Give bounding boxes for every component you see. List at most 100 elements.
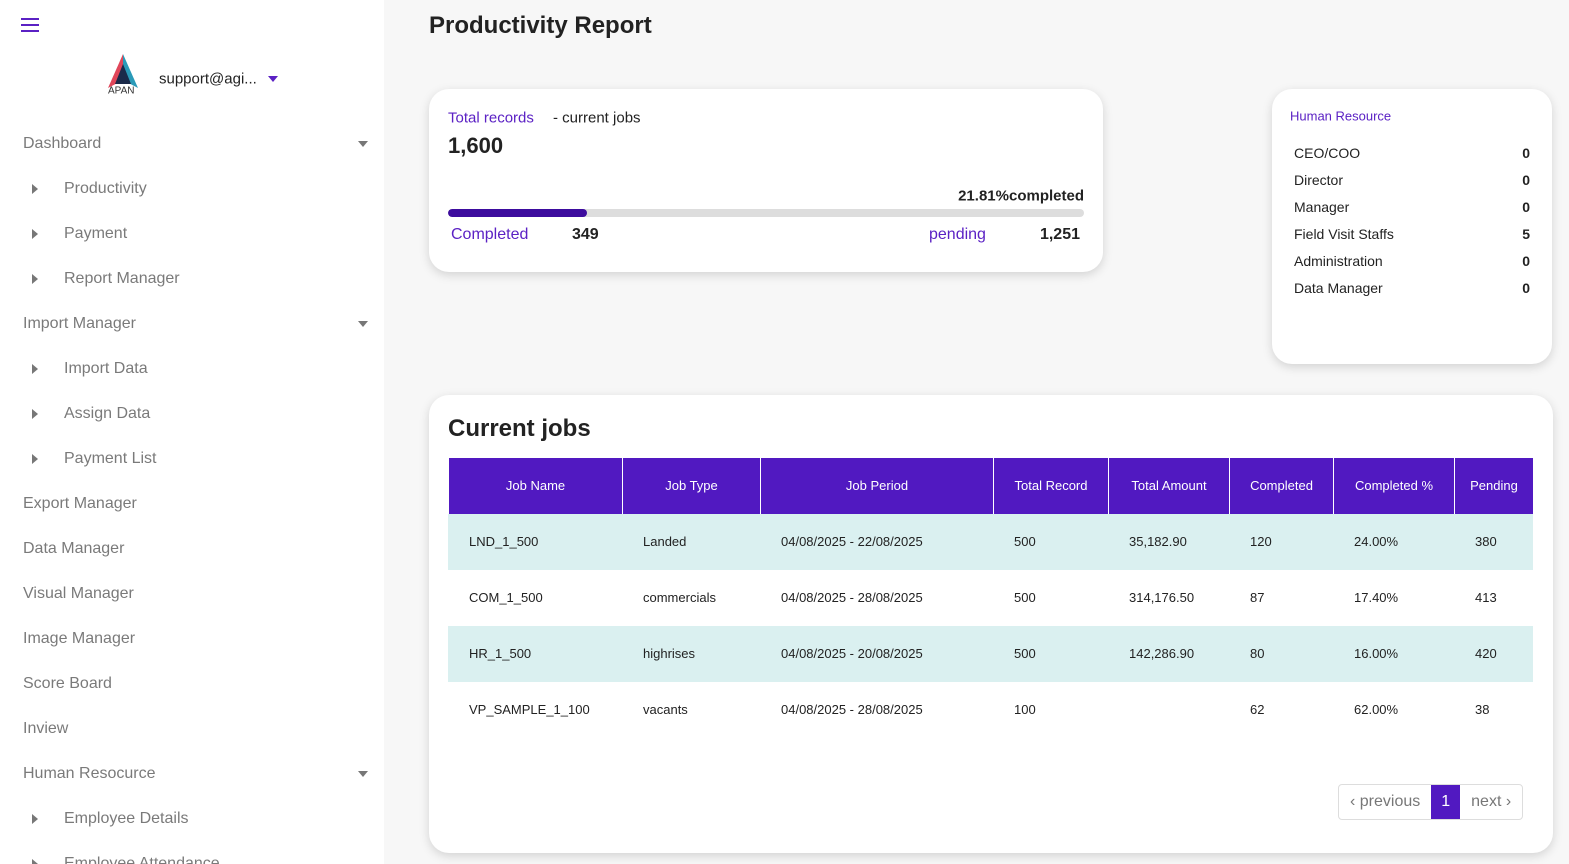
nav-item[interactable]: Data Manager	[23, 540, 125, 557]
nav-item[interactable]: Import Manager	[23, 315, 136, 332]
user-dropdown[interactable]	[268, 76, 278, 82]
nav-item[interactable]: Visual Manager	[23, 585, 134, 602]
table-cell: 413	[1475, 590, 1497, 605]
hr-count: 0	[1522, 199, 1530, 215]
hr-card: Human Resource CEO/COO 0 Director 0 Manager 0 F…	[1272, 89, 1552, 364]
item-arrow	[32, 859, 38, 864]
jobs-title: Current jobs	[448, 415, 591, 442]
pending-label: pending	[929, 226, 986, 243]
summary-card: Total records - current jobs 1,600 21.81%co…	[429, 89, 1103, 272]
item-arrow	[32, 409, 38, 419]
total-label: Total records	[448, 109, 534, 127]
table-cell: 17.40%	[1354, 590, 1399, 605]
table-cell: 62	[1250, 702, 1265, 717]
pending-value: 1,251	[1039, 226, 1080, 243]
column-header: Total Amount	[1108, 458, 1229, 514]
table-cell: 04/08/2025 - 28/08/2025	[781, 702, 923, 717]
table-cell: 314,176.50	[1129, 590, 1195, 605]
table-row	[448, 626, 1533, 682]
table-cell: HR_1_500	[469, 646, 532, 661]
nav-item[interactable]: Inview	[23, 720, 69, 737]
pagination: ‹ previous 1 next ›	[1338, 784, 1524, 820]
menu-toggle[interactable]	[21, 18, 39, 32]
completed-percent-text: 21.81%completed	[958, 188, 1084, 205]
nav-item[interactable]: Score Board	[23, 675, 112, 692]
nav-subitem[interactable]: Payment List	[64, 450, 157, 467]
table-row	[448, 514, 1533, 570]
table-row	[448, 682, 1533, 738]
progress-fill	[448, 209, 587, 217]
hr-role: Data Manager	[1294, 280, 1383, 296]
table-row	[448, 570, 1533, 626]
nav-subitem[interactable]: Payment	[64, 225, 128, 242]
table-cell: 38	[1475, 702, 1490, 717]
nav-item[interactable]: Image Manager	[23, 630, 136, 647]
completed-suffix: %completed	[995, 187, 1084, 205]
table-cell: LND_1_500	[469, 534, 539, 549]
column-header: Completed	[1229, 458, 1333, 514]
table-cell: 120	[1250, 534, 1272, 549]
table-cell: 500	[1014, 646, 1036, 661]
item-arrow	[32, 814, 38, 824]
hr-role: Administration	[1294, 253, 1383, 269]
nav-item[interactable]: Export Manager	[23, 495, 137, 512]
total-sublabel: - current jobs	[553, 109, 641, 127]
hr-count: 0	[1522, 145, 1530, 161]
column-header: Total Record	[993, 458, 1108, 514]
nav-subitem[interactable]: Assign Data	[64, 405, 151, 422]
table-cell: highrises	[643, 646, 696, 661]
hr-role: Field Visit Staffs	[1294, 226, 1394, 242]
hr-role: Manager	[1294, 199, 1350, 215]
table-cell: 500	[1014, 590, 1036, 605]
user-email[interactable]: support@agi...	[159, 70, 257, 88]
table-cell: 80	[1250, 646, 1265, 661]
nav-item[interactable]: Dashboard	[23, 135, 102, 152]
previous-button[interactable]: ‹ previous	[1350, 793, 1421, 810]
nav-subitem[interactable]: Import Data	[64, 360, 148, 377]
hr-role: CEO/COO	[1294, 145, 1361, 161]
item-arrow	[32, 364, 38, 374]
item-arrow	[32, 454, 38, 464]
expand-caret	[358, 321, 368, 327]
item-arrow	[32, 229, 38, 239]
table-cell: 100	[1014, 702, 1036, 717]
page-button[interactable]: 1	[1431, 785, 1461, 819]
nav-subitem[interactable]: Report Manager	[64, 270, 180, 287]
hr-count: 0	[1522, 172, 1530, 188]
hr-count: 0	[1522, 280, 1530, 296]
completed-value: 349	[572, 226, 599, 243]
nav-item[interactable]: Human Resocurce	[23, 765, 156, 782]
table-cell: 04/08/2025 - 28/08/2025	[781, 590, 923, 605]
hr-role: Director	[1294, 172, 1344, 188]
table-cell: 87	[1250, 590, 1265, 605]
table-cell: Landed	[643, 534, 687, 549]
hr-count: 0	[1522, 253, 1530, 269]
table-cell: vacants	[643, 702, 688, 717]
column-header: Pending	[1454, 458, 1533, 514]
table-cell: 62.00%	[1354, 702, 1399, 717]
column-header: Job Name	[448, 458, 622, 514]
table-cell: 420	[1475, 646, 1497, 661]
next-button[interactable]: next ›	[1471, 793, 1512, 810]
table-cell: 500	[1014, 534, 1036, 549]
jobs-card: Current jobs Job Name Job Type Job Period To…	[429, 395, 1553, 853]
nav-subitem[interactable]: Employee Details	[64, 810, 189, 827]
table-cell: 380	[1475, 534, 1497, 549]
column-header: Completed %	[1333, 458, 1454, 514]
table-cell: VP_SAMPLE_1_100	[469, 702, 590, 717]
nav-subitem[interactable]: Productivity	[64, 180, 147, 197]
page-title: Productivity Report	[429, 12, 652, 39]
expand-caret	[358, 141, 368, 147]
progress-track	[448, 209, 1084, 217]
logo-icon	[108, 54, 138, 88]
nav-subitem[interactable]: Employee Attendance	[64, 855, 220, 864]
total-value: 1,600	[448, 133, 504, 158]
item-arrow	[32, 274, 38, 284]
table-cell: 35,182.90	[1129, 534, 1187, 549]
column-header: Job Type	[622, 458, 760, 514]
table-cell: COM_1_500	[469, 590, 543, 605]
sidebar: APAN support@agi... Dashboard Productivity P…	[0, 0, 384, 864]
table-cell: 142,286.90	[1129, 646, 1195, 661]
expand-caret	[358, 771, 368, 777]
